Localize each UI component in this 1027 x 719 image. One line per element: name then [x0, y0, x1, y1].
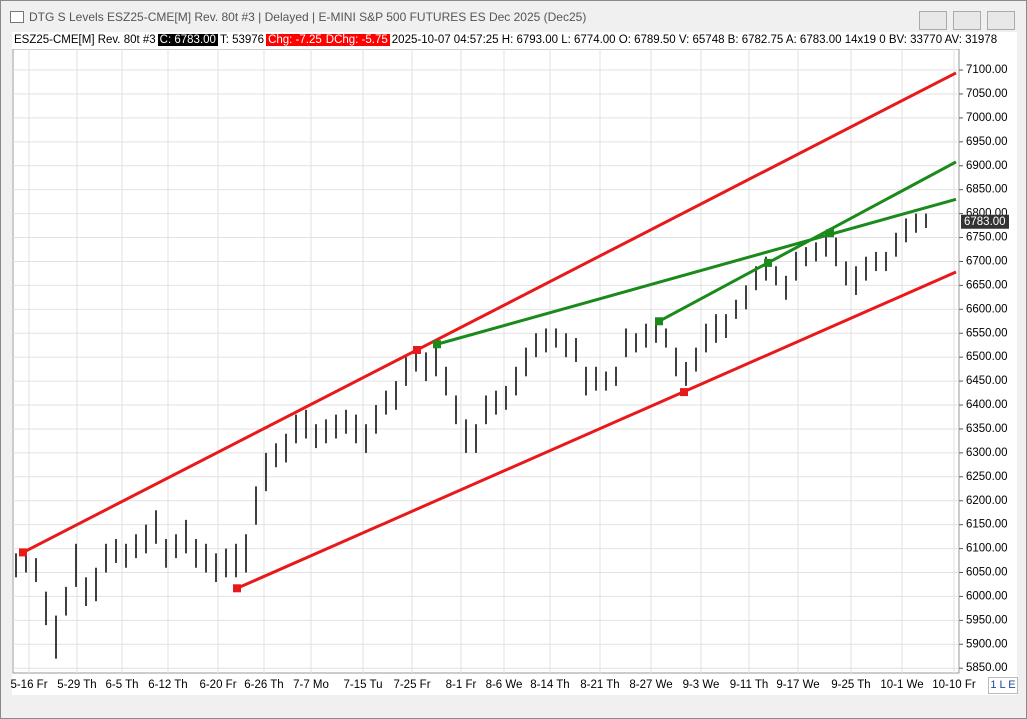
- window-icon: [10, 11, 24, 23]
- y-tick-label: 6000.00: [966, 590, 1008, 602]
- y-tick-label: 6250.00: [966, 471, 1008, 483]
- x-tick-label: 5-29 Th: [57, 679, 96, 691]
- chart: 5850.00 5900.00 5950.00 6000.00 6050.00 6100.…: [10, 48, 1017, 695]
- close-button[interactable]: [987, 11, 1015, 30]
- x-tick-label: 10-1 We: [880, 679, 923, 691]
- y-tick-label: 5950.00: [966, 614, 1008, 626]
- x-tick-label: 6-26 Th: [244, 679, 283, 691]
- y-tick-label: 6700.00: [966, 255, 1008, 267]
- x-tick-label: 10-10 Fr: [932, 679, 976, 691]
- info-field: DChg: -5.75: [323, 34, 390, 46]
- y-tick-label: 6450.00: [966, 375, 1008, 387]
- y-tick-label: 6900.00: [966, 160, 1008, 172]
- x-tick-label: 9-11 Th: [730, 679, 769, 691]
- y-tick-label: 6100.00: [966, 543, 1008, 555]
- x-tick-label: 6-5 Th: [105, 679, 138, 691]
- chart-background: [12, 49, 1017, 695]
- x-tick-label: 9-25 Th: [831, 679, 870, 691]
- y-tick-label: 7100.00: [966, 64, 1008, 76]
- last-price-box: [961, 214, 1009, 229]
- trendline: [436, 197, 957, 346]
- y-tick-label: 5900.00: [966, 638, 1008, 650]
- info-field: ESZ25-CME[M] Rev. 80t #3: [14, 34, 156, 46]
- x-tick-label: 8-6 We: [486, 679, 523, 691]
- trendline-anchor: [680, 388, 688, 397]
- y-tick-label: 5850.00: [966, 662, 1008, 674]
- y-tick-label: 6400.00: [966, 399, 1008, 411]
- x-tick-label: 7-7 Mo: [293, 679, 329, 691]
- y-tick-label: 6500.00: [966, 351, 1008, 363]
- info-field: C: 6783.00: [157, 34, 218, 46]
- y-tick-label: 7050.00: [966, 88, 1008, 100]
- x-tick-label: 6-20 Fr: [199, 679, 236, 691]
- info-field: 2025-10-07 04:57:25 H: 6793.00 L: 6774.0…: [391, 34, 998, 46]
- x-tick-label: 8-1 Fr: [446, 679, 477, 691]
- x-tick-label: 5-16 Fr: [10, 679, 47, 691]
- y-tick-label: 6950.00: [966, 136, 1008, 148]
- y-tick-label: 6150.00: [966, 519, 1008, 531]
- trendline: [22, 71, 957, 554]
- y-tick-label: 7000.00: [966, 112, 1008, 124]
- trendline-anchor: [19, 548, 27, 557]
- y-tick-label: 6650.00: [966, 279, 1008, 291]
- y-tick-label: 6750.00: [966, 232, 1008, 244]
- plot-area: [15, 71, 957, 659]
- y-tick-label: 6300.00: [966, 447, 1008, 459]
- x-tick-label: 8-27 We: [629, 679, 672, 691]
- status-indicator[interactable]: 1 L E: [988, 677, 1018, 694]
- y-tick-label: 6350.00: [966, 423, 1008, 435]
- y-tick-label: 6600.00: [966, 303, 1008, 315]
- last-price-label: 6783.00: [964, 216, 1006, 228]
- trendline-anchor: [655, 317, 663, 326]
- y-tick-label: 6550.00: [966, 327, 1008, 339]
- minimize-button[interactable]: [919, 11, 947, 30]
- x-tick-label: 7-15 Tu: [344, 679, 383, 691]
- y-tick-label: 6850.00: [966, 184, 1008, 196]
- y-tick-label: 6050.00: [966, 567, 1008, 579]
- trendline-anchor: [413, 345, 421, 354]
- x-tick-label: 8-14 Th: [530, 679, 569, 691]
- trendline-anchor: [233, 584, 241, 593]
- x-tick-label: 7-25 Fr: [393, 679, 430, 691]
- y-tick-label: 6200.00: [966, 495, 1008, 507]
- x-tick-label: 6-12 Th: [148, 679, 187, 691]
- trendline: [236, 270, 957, 590]
- maximize-button[interactable]: [953, 11, 981, 30]
- info-field: T: 53976: [219, 34, 265, 46]
- window-title: DTG S Levels ESZ25-CME[M] Rev. 80t #3 | …: [29, 10, 587, 24]
- info-line: ESZ25-CME[M] Rev. 80t #3 C: 6783.00 T: 539…: [12, 32, 1017, 49]
- title-bar: DTG S Levels ESZ25-CME[M] Rev. 80t #3 | …: [1, 1, 1026, 31]
- x-tick-label: 9-3 We: [683, 679, 720, 691]
- trendline-anchor: [764, 258, 772, 267]
- trendline-anchor: [826, 229, 834, 238]
- plot-frame: [12, 48, 960, 674]
- info-field: Chg: -7.25: [266, 34, 324, 46]
- x-tick-label: 9-17 We: [776, 679, 819, 691]
- trendline: [658, 160, 957, 323]
- trendline-anchor: [433, 340, 441, 349]
- x-tick-label: 8-21 Th: [580, 679, 619, 691]
